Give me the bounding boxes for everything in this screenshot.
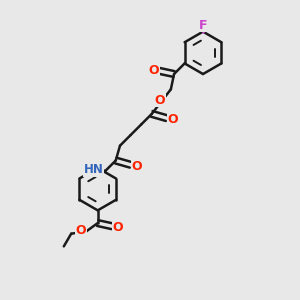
Text: HN: HN (84, 163, 104, 176)
Text: F: F (199, 19, 207, 32)
Text: O: O (148, 64, 159, 77)
Text: O: O (167, 113, 178, 126)
Text: O: O (154, 94, 165, 106)
Text: O: O (75, 224, 86, 237)
Text: O: O (131, 160, 142, 173)
Text: O: O (113, 220, 123, 234)
